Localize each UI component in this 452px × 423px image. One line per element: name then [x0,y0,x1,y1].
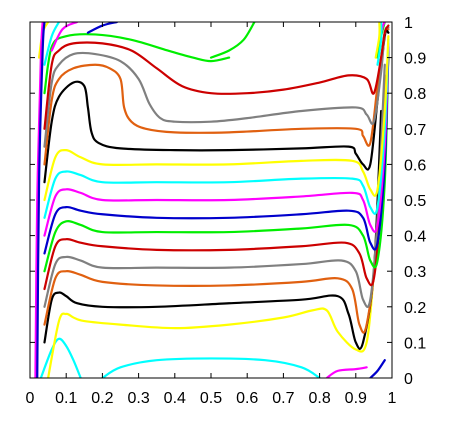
y-tick-label: 1 [404,15,413,32]
y-axis-ticks: 0 0.1 0.2 0.3 0.4 0.5 0.6 0.7 0.8 0.9 1 [30,15,426,388]
contour-line-5 [43,109,383,350]
x-tick-label: 0.7 [272,390,294,407]
x-tick-label: 0.6 [236,390,258,407]
contour-line-12 [43,38,390,219]
contour-line-27 [374,22,381,59]
contour-line-23 [43,22,61,66]
y-tick-label: 0.2 [404,300,426,317]
y-tick-label: 0.1 [404,335,426,352]
x-tick-label: 0.9 [345,390,367,407]
contour-line-4 [47,163,383,378]
contour-lines [34,22,390,378]
y-tick-label: 0.6 [404,157,426,174]
contour-line-0 [101,357,321,378]
x-tick-label: 0.1 [55,390,77,407]
contour-line-8 [43,56,390,291]
x-axis-ticks: 0 0.1 0.2 0.3 0.4 0.5 0.6 0.7 0.8 0.9 1 [26,22,397,407]
contour-line-3 [369,359,386,378]
contour-line-13 [43,35,390,202]
contour-line-10 [43,45,390,255]
contour-line-16 [43,26,390,148]
x-tick-label: 0.2 [91,390,113,407]
contour-line-11 [43,42,390,237]
x-tick-label: 0 [26,390,35,407]
contour-line-14 [43,29,390,184]
x-tick-label: 0.4 [164,390,186,407]
contour-line-22 [50,22,79,52]
y-tick-label: 0.7 [404,122,426,139]
contour-line-7 [43,63,386,309]
contour-line-6 [43,74,386,334]
y-tick-label: 0.5 [404,193,426,210]
y-tick-label: 0.3 [404,264,426,281]
x-tick-label: 1 [388,390,397,407]
contour-line-15 [43,26,390,166]
y-tick-label: 0.9 [404,51,426,68]
x-tick-label: 0.8 [308,390,330,407]
x-tick-label: 0.3 [127,390,149,407]
contour-line-2 [325,366,368,378]
contour-line-1 [39,337,82,378]
contour-line-19 [209,22,256,59]
contour-line-26 [376,22,383,66]
contour-line-9 [43,49,390,273]
contour-line-17 [43,24,390,130]
y-tick-label: 0.4 [404,229,426,246]
contour-line-29 [36,22,46,378]
x-tick-label: 0.5 [200,390,222,407]
y-tick-label: 0.8 [404,86,426,103]
y-tick-label: 0 [404,371,413,388]
contour-line-28 [34,22,44,378]
